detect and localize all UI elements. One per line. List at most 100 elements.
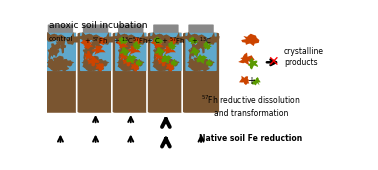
Polygon shape	[150, 39, 164, 49]
Polygon shape	[192, 56, 204, 65]
Polygon shape	[118, 37, 128, 44]
Polygon shape	[238, 53, 255, 66]
Polygon shape	[91, 65, 104, 72]
Polygon shape	[84, 51, 92, 61]
Polygon shape	[155, 47, 164, 57]
Polygon shape	[130, 60, 139, 68]
Polygon shape	[118, 47, 125, 60]
FancyBboxPatch shape	[150, 33, 181, 71]
Polygon shape	[100, 60, 110, 67]
Polygon shape	[126, 54, 137, 64]
Text: $^{57}$Fh reductive dissolution
and transformation: $^{57}$Fh reductive dissolution and tran…	[201, 93, 301, 118]
Polygon shape	[97, 37, 107, 45]
Text: Native soil Fe reduction: Native soil Fe reduction	[199, 134, 302, 143]
Polygon shape	[94, 60, 104, 68]
Polygon shape	[101, 32, 114, 45]
Polygon shape	[136, 32, 149, 45]
Polygon shape	[130, 39, 136, 54]
Polygon shape	[132, 41, 142, 50]
Polygon shape	[120, 46, 129, 57]
Polygon shape	[118, 49, 130, 55]
FancyBboxPatch shape	[80, 33, 111, 71]
Polygon shape	[126, 40, 134, 47]
Polygon shape	[126, 65, 139, 72]
Polygon shape	[132, 37, 143, 45]
Polygon shape	[187, 62, 204, 72]
Polygon shape	[95, 63, 104, 72]
Polygon shape	[206, 59, 214, 67]
Polygon shape	[91, 46, 105, 55]
Polygon shape	[127, 46, 141, 55]
Polygon shape	[187, 59, 195, 67]
FancyBboxPatch shape	[115, 33, 146, 71]
Polygon shape	[39, 32, 57, 42]
Polygon shape	[154, 58, 162, 71]
Polygon shape	[179, 32, 197, 42]
Polygon shape	[81, 59, 90, 67]
Polygon shape	[171, 59, 179, 67]
Polygon shape	[130, 63, 139, 72]
Polygon shape	[192, 43, 201, 52]
Polygon shape	[153, 37, 163, 44]
Polygon shape	[153, 49, 165, 55]
Polygon shape	[251, 77, 260, 85]
Polygon shape	[196, 40, 204, 47]
Polygon shape	[84, 58, 91, 71]
Polygon shape	[194, 56, 210, 69]
Polygon shape	[241, 34, 259, 46]
Polygon shape	[119, 47, 129, 57]
Polygon shape	[88, 56, 105, 69]
Polygon shape	[48, 58, 56, 71]
Polygon shape	[158, 55, 170, 66]
Polygon shape	[206, 60, 215, 67]
Polygon shape	[161, 54, 172, 64]
Polygon shape	[115, 39, 129, 49]
Text: + $^{13}$C: + $^{13}$C	[191, 36, 212, 47]
Polygon shape	[87, 56, 99, 65]
Polygon shape	[154, 51, 163, 61]
Polygon shape	[156, 43, 166, 52]
Polygon shape	[161, 65, 175, 72]
Polygon shape	[170, 60, 180, 67]
Polygon shape	[74, 32, 92, 42]
Polygon shape	[47, 62, 64, 72]
Polygon shape	[123, 56, 140, 69]
Polygon shape	[113, 32, 127, 39]
Text: + $^{57}$Fh: + $^{57}$Fh	[84, 36, 108, 47]
Polygon shape	[152, 62, 169, 72]
FancyBboxPatch shape	[42, 32, 79, 114]
FancyBboxPatch shape	[188, 24, 214, 33]
Polygon shape	[122, 56, 134, 65]
FancyBboxPatch shape	[147, 32, 185, 114]
FancyBboxPatch shape	[185, 33, 217, 71]
Polygon shape	[80, 39, 94, 49]
Polygon shape	[43, 32, 57, 39]
Polygon shape	[144, 32, 162, 42]
Polygon shape	[183, 32, 197, 39]
Polygon shape	[158, 56, 175, 69]
Polygon shape	[51, 43, 61, 52]
Polygon shape	[191, 46, 200, 57]
Polygon shape	[116, 59, 125, 67]
Polygon shape	[192, 34, 207, 43]
FancyBboxPatch shape	[182, 32, 220, 114]
Polygon shape	[153, 47, 161, 60]
Polygon shape	[53, 56, 70, 69]
Polygon shape	[239, 76, 249, 85]
Polygon shape	[95, 39, 101, 54]
Polygon shape	[190, 47, 200, 57]
Polygon shape	[167, 41, 177, 50]
Polygon shape	[203, 41, 212, 50]
Polygon shape	[87, 34, 102, 43]
Polygon shape	[60, 39, 66, 54]
Polygon shape	[207, 32, 220, 45]
Polygon shape	[85, 46, 94, 57]
Polygon shape	[152, 59, 160, 67]
Polygon shape	[87, 55, 100, 66]
Polygon shape	[161, 40, 169, 47]
Polygon shape	[66, 32, 79, 45]
Polygon shape	[188, 37, 198, 44]
Polygon shape	[65, 60, 74, 67]
Polygon shape	[48, 49, 59, 55]
Polygon shape	[91, 40, 99, 47]
